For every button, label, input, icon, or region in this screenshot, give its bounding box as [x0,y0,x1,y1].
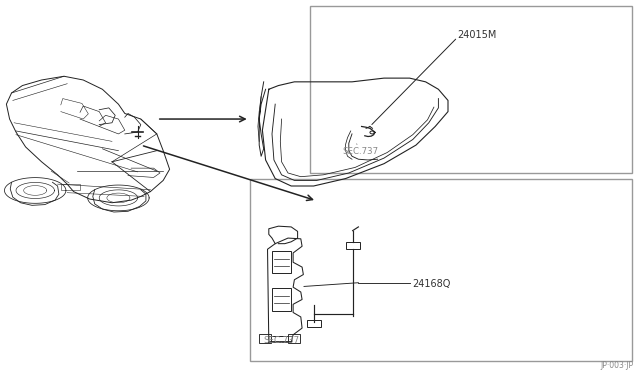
Bar [346,242,360,249]
Text: SEC.737: SEC.737 [264,336,300,344]
Text: JP·003·JP: JP·003·JP [600,361,634,370]
Bar [272,251,291,273]
Bar [310,6,632,173]
Bar [307,320,321,327]
Bar [61,184,80,190]
Bar [288,334,300,343]
Text: SEC.737: SEC.737 [342,147,378,156]
Text: 24168Q: 24168Q [412,279,451,289]
Bar [250,179,632,361]
Bar [272,288,291,311]
Text: 24015M: 24015M [458,31,497,40]
Bar [259,334,271,343]
